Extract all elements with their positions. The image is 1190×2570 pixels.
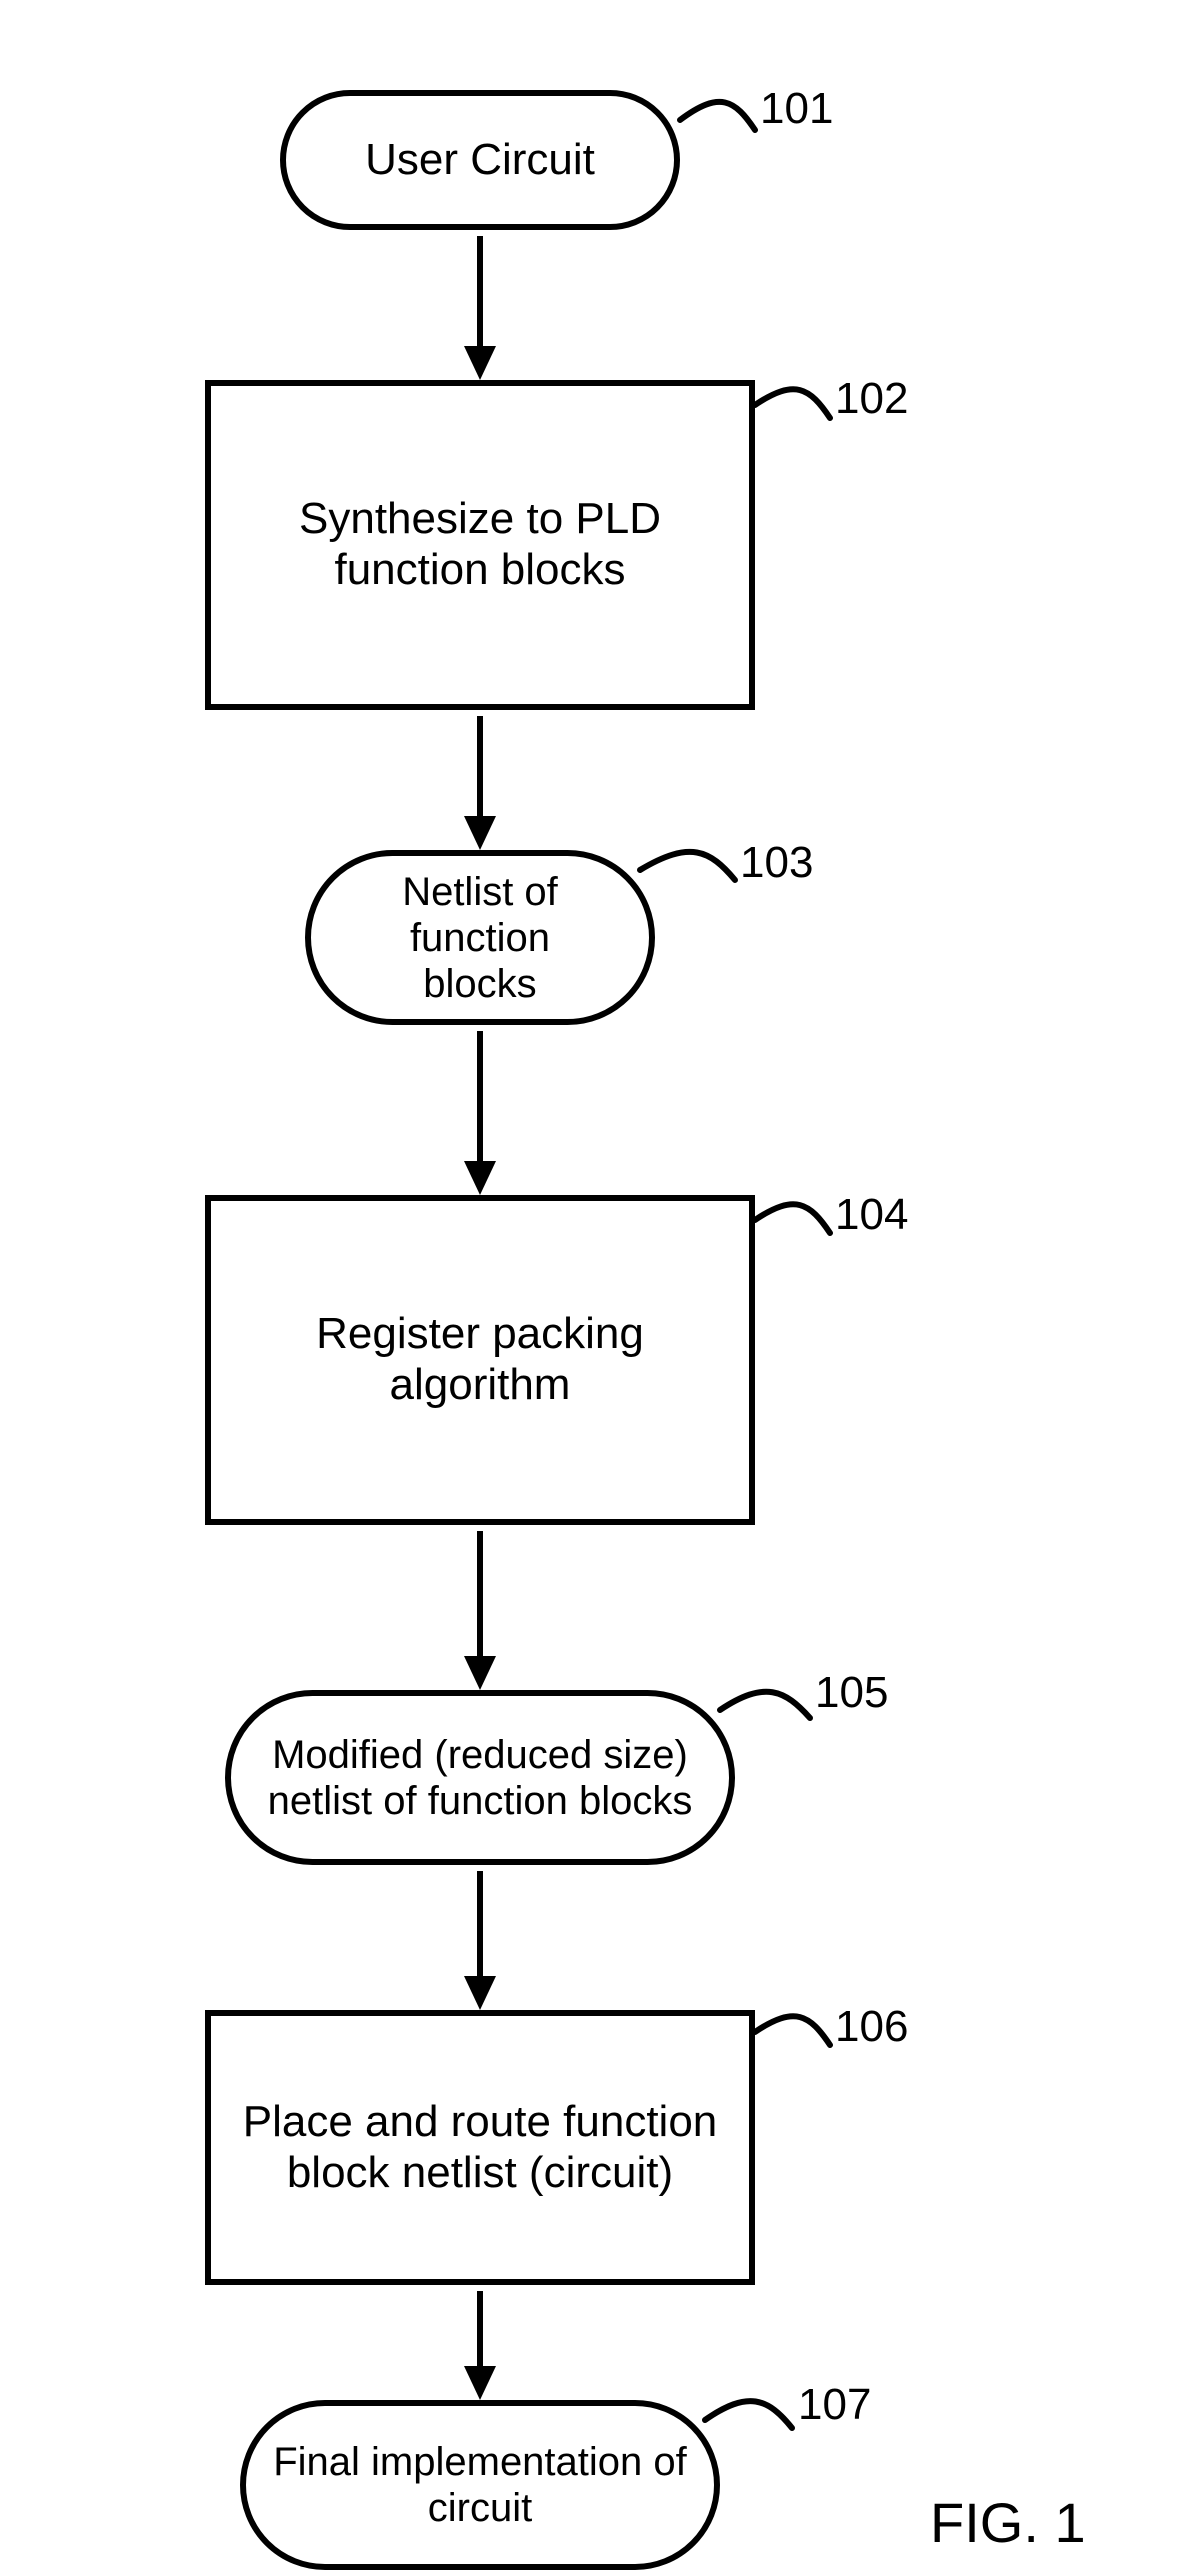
connector-overlay bbox=[0, 0, 1190, 2515]
